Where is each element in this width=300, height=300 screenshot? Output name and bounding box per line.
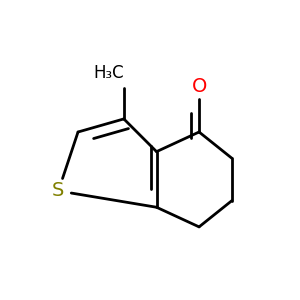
Text: S: S: [52, 182, 64, 200]
Text: O: O: [191, 77, 207, 96]
Text: H₃C: H₃C: [93, 64, 124, 82]
